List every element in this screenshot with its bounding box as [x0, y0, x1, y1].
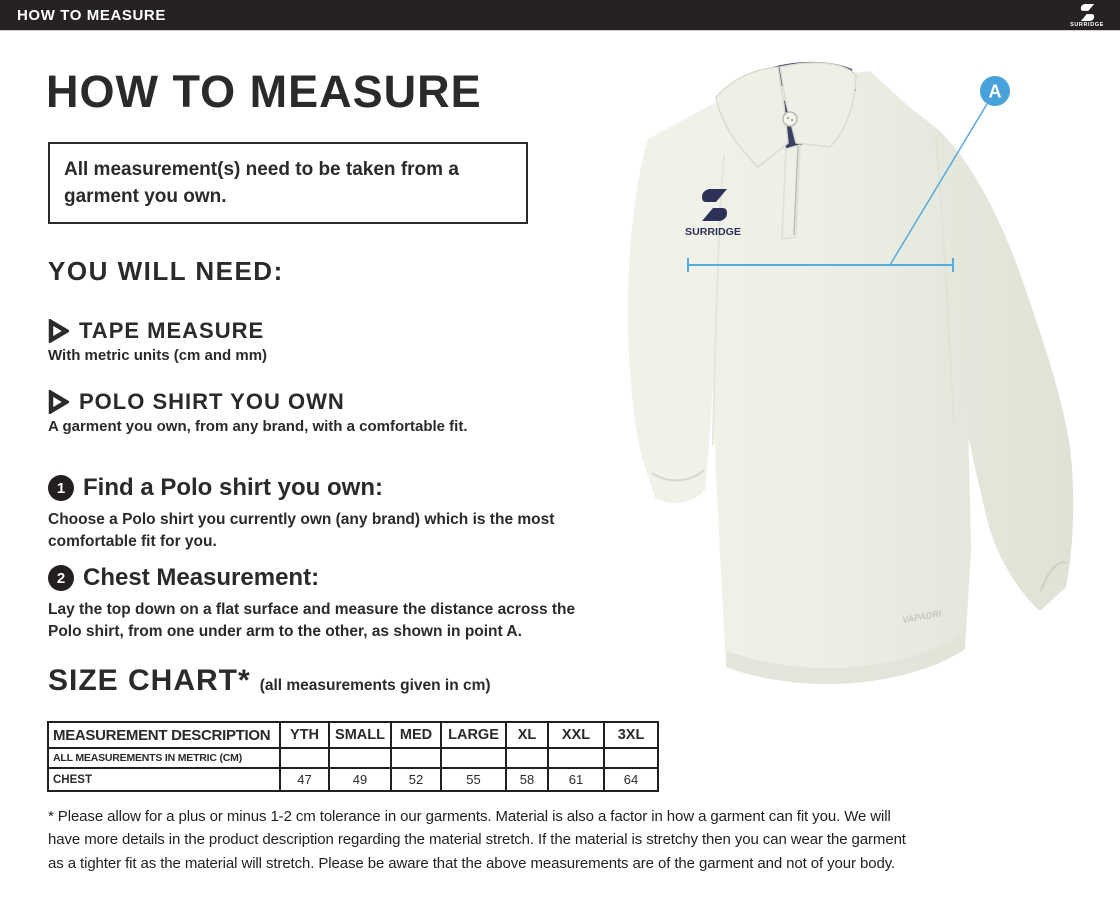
size-chart-table: MEASUREMENT DESCRIPTION YTH SMALL MED LA…	[47, 721, 659, 792]
size-chart-heading: SIZE CHART*	[48, 664, 251, 697]
size-chart-heading-row: SIZE CHART* (all measurements given in c…	[48, 664, 491, 698]
need-item-title: TAPE MEASURE	[79, 318, 265, 343]
table-cell: 64	[603, 767, 659, 792]
table-cell	[603, 747, 659, 769]
tolerance-footnote: * Please allow for a plus or minus 1-2 c…	[48, 808, 906, 872]
table-cell: 58	[505, 767, 549, 792]
column-header: LARGE	[440, 721, 507, 749]
step-number-badge: 2	[48, 565, 74, 591]
column-header: 3XL	[603, 721, 659, 749]
shirt-logo-text: SURRIDGE	[685, 227, 741, 238]
annotation-a-label: A	[989, 82, 1002, 102]
triangle-bullet-icon	[48, 319, 69, 343]
table-row: CHEST 47 49 52 55 58 61 64	[47, 767, 659, 792]
shirt-button	[782, 111, 798, 127]
step-description: Choose a Polo shirt you currently own (a…	[48, 511, 555, 550]
shirt-collar	[715, 61, 857, 240]
notice-text: All measurement(s) need to be taken from…	[64, 159, 459, 207]
size-chart-subheading: (all measurements given in cm)	[259, 677, 491, 694]
window-title: HOW TO MEASURE	[17, 7, 166, 24]
shirt-torso	[648, 71, 971, 685]
page-title: HOW TO MEASURE	[46, 66, 482, 117]
table-cell	[505, 747, 549, 769]
table-header-row: MEASUREMENT DESCRIPTION YTH SMALL MED LA…	[47, 721, 659, 749]
step-title: Find a Polo shirt you own:	[83, 474, 383, 501]
table-cell	[279, 747, 330, 769]
top-title-bar: HOW TO MEASURE SURRIDGE	[0, 0, 1120, 31]
table-cell: 55	[440, 767, 507, 792]
table-cell	[547, 747, 605, 769]
chest-measurement-annotation: A	[687, 76, 1010, 272]
row-label: CHEST	[47, 767, 281, 792]
row-label: ALL MEASUREMENTS IN METRIC (CM)	[47, 747, 281, 769]
annotation-a-badge	[980, 76, 1010, 106]
step-chest-measurement: 2 Chest Measurement: Lay the top down on…	[48, 564, 608, 643]
table-cell: 61	[547, 767, 605, 792]
brand-logo: SURRIDGE	[1064, 1, 1110, 30]
table-cell	[390, 747, 442, 769]
table-row: ALL MEASUREMENTS IN METRIC (CM)	[47, 747, 659, 769]
need-item-tape-measure: TAPE MEASURE With metric units (cm and m…	[48, 318, 608, 364]
need-item-description: With metric units (cm and mm)	[48, 347, 268, 364]
surridge-s-icon	[1080, 3, 1094, 21]
column-header: XXL	[547, 721, 605, 749]
step-description: Lay the top down on a flat surface and m…	[48, 601, 576, 640]
shirt-logo: SURRIDGE	[685, 189, 741, 238]
table-cell	[440, 747, 507, 769]
step-title: Chest Measurement:	[83, 564, 320, 591]
column-header: MEASUREMENT DESCRIPTION	[47, 721, 281, 749]
shirt-right-sleeve	[865, 73, 1074, 611]
step-find-polo: 1 Find a Polo shirt you own: Choose a Po…	[48, 474, 608, 553]
table-cell	[328, 747, 392, 769]
table-cell: 47	[279, 767, 330, 792]
brand-logo-text: SURRIDGE	[1070, 21, 1104, 28]
column-header: XL	[505, 721, 549, 749]
need-item-title: POLO SHIRT YOU OWN	[79, 389, 345, 414]
need-item-description: A garment you own, from any brand, with …	[48, 418, 468, 435]
triangle-bullet-icon	[48, 390, 69, 414]
need-item-polo-shirt: POLO SHIRT YOU OWN A garment you own, fr…	[48, 389, 608, 435]
column-header: SMALL	[328, 721, 392, 749]
table-cell: 52	[390, 767, 442, 792]
polo-shirt-illustration: SURRIDGE VAPADRI A	[627, 61, 1074, 685]
notice-box: All measurement(s) need to be taken from…	[48, 142, 528, 224]
column-header: MED	[390, 721, 442, 749]
table-cell: 49	[328, 767, 392, 792]
you-will-need-heading: YOU WILL NEED:	[48, 256, 284, 286]
step-number-badge: 1	[48, 475, 74, 501]
column-header: YTH	[279, 721, 330, 749]
